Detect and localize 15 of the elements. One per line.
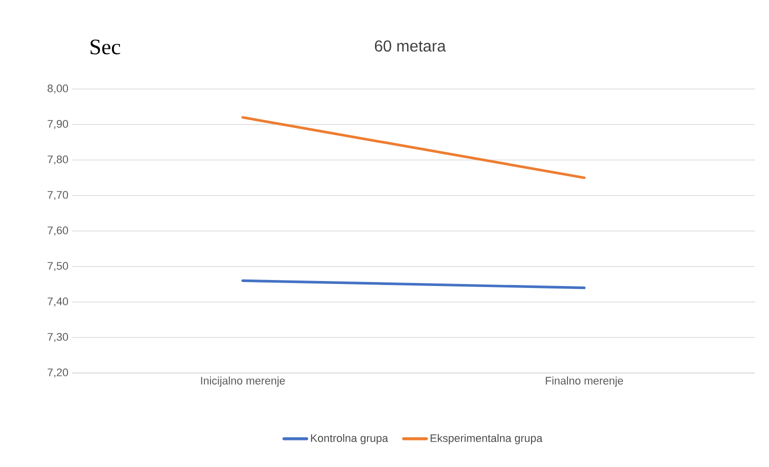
y-tick-label: 7,60 <box>48 226 68 236</box>
y-tick-label: 7,70 <box>48 190 68 200</box>
legend-label: Kontrolna grupa <box>311 434 388 444</box>
x-tick-label: Inicijalno merenje <box>201 376 285 387</box>
y-tick-label: 7,80 <box>48 155 68 165</box>
y-tick-label: 7,50 <box>48 262 68 272</box>
chart-title: 60 metara <box>374 40 446 52</box>
y-tick-label: 8,00 <box>48 84 68 94</box>
y-tick-label: 7,20 <box>48 368 68 378</box>
legend-label: Eksperimentalna grupa <box>430 434 542 444</box>
y-tick-label: 7,30 <box>48 332 68 342</box>
y-axis-title: Sec <box>90 40 120 54</box>
y-tick-label: 7,90 <box>48 120 68 130</box>
y-tick-label: 7,40 <box>48 297 68 307</box>
x-tick-label: Finalno merenje <box>546 376 624 387</box>
